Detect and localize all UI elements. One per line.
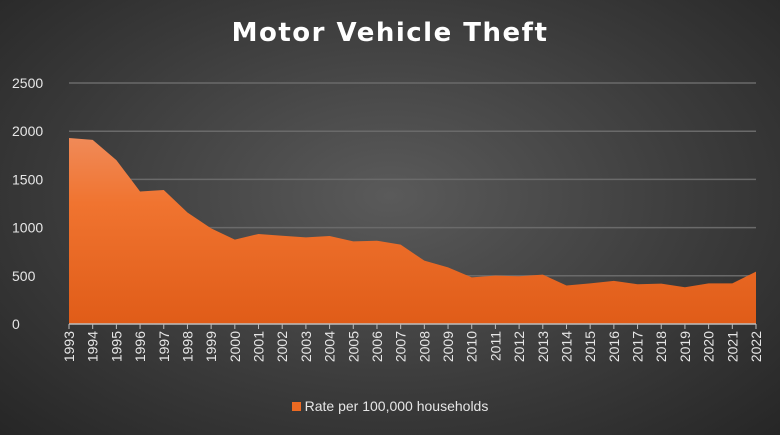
x-tick-label: 2000 — [227, 331, 243, 362]
x-tick-label: 1996 — [132, 331, 148, 362]
y-tick-label: 0 — [12, 316, 20, 332]
x-tick-label: 2018 — [653, 331, 669, 362]
x-tick-label: 2006 — [369, 331, 385, 362]
x-tick-label: 2019 — [677, 331, 693, 362]
x-tick-label: 2013 — [535, 331, 551, 362]
x-tick-label: 2014 — [558, 331, 574, 362]
y-tick-label: 1500 — [12, 171, 43, 187]
x-tick-label: 2017 — [630, 331, 646, 362]
legend: Rate per 100,000 households — [0, 398, 780, 414]
x-tick-label: 2021 — [724, 331, 740, 362]
x-tick-label: 2015 — [582, 331, 598, 362]
x-tick-label: 2022 — [748, 331, 764, 362]
x-tick-label: 1999 — [203, 331, 219, 362]
area-series — [69, 137, 756, 324]
x-tick-label: 1993 — [61, 331, 77, 362]
chart-title: Motor Vehicle Theft — [231, 18, 549, 48]
x-tick-label: 2010 — [464, 331, 480, 362]
y-tick-label: 2500 — [12, 75, 43, 91]
x-tick-label: 2001 — [251, 331, 267, 362]
x-tick-label: 1997 — [156, 331, 172, 362]
x-tick-label: 2003 — [298, 331, 314, 362]
y-tick-label: 1000 — [12, 220, 43, 236]
x-tick-label: 1998 — [179, 331, 195, 362]
x-tick-label: 2012 — [511, 331, 527, 362]
x-tick-label: 2011 — [487, 331, 503, 361]
x-tick-label: 2009 — [440, 331, 456, 362]
y-tick-label: 2000 — [12, 123, 43, 139]
x-tick-label: 2008 — [416, 331, 432, 362]
x-tick-label: 2004 — [322, 331, 338, 362]
legend-swatch — [291, 402, 301, 411]
x-tick-label: 2002 — [274, 331, 290, 362]
x-tick-label: 1995 — [108, 331, 124, 362]
y-tick-label: 500 — [12, 268, 36, 284]
x-tick-label: 2005 — [345, 331, 361, 362]
x-tick-label: 2016 — [606, 331, 622, 362]
legend-label: Rate per 100,000 households — [304, 398, 489, 414]
x-tick-label: 1994 — [85, 331, 101, 362]
x-tick-label: 2020 — [701, 331, 717, 362]
x-tick-label: 2007 — [393, 331, 409, 362]
